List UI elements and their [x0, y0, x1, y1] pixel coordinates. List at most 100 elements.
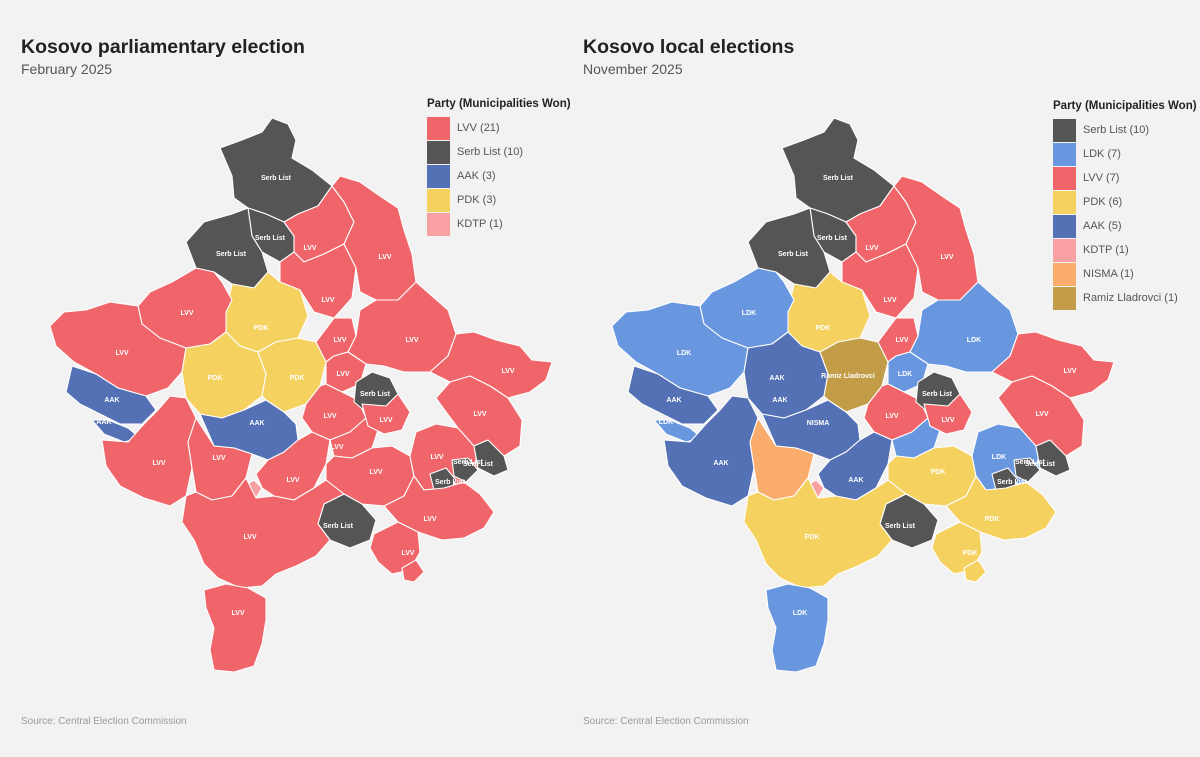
municipality-label: LDK: [742, 310, 756, 317]
legend-item: KDTP (1): [1053, 238, 1197, 262]
municipality-label: LVV: [286, 477, 299, 484]
municipality-label: Serb List: [216, 251, 247, 258]
municipality-label: LVV: [1063, 368, 1076, 375]
municipality-label: AAK: [666, 397, 681, 404]
municipality-prishtine: [347, 281, 457, 373]
municipality-label: LVV: [430, 454, 443, 461]
legend-label: KDTP (1): [457, 218, 503, 230]
source-note: Source: Central Election Commission: [21, 716, 187, 727]
legend-item: PDK (6): [1053, 190, 1197, 214]
municipality-label: PDK: [254, 325, 269, 332]
municipality-label: LVV: [379, 417, 392, 424]
municipality-ranilug: [473, 439, 509, 477]
municipality-label: LVV: [378, 254, 391, 261]
legend-swatch: [427, 116, 450, 140]
municipality-label: LDK: [992, 454, 1006, 461]
municipality-label: Serb List: [1015, 459, 1046, 466]
municipality-label: LVV: [231, 610, 244, 617]
map-legend: Party (Municipalities Won) LVV (21) Serb …: [427, 98, 571, 236]
local-elections-panel: Kosovo local elections November 2025 Ser…: [562, 0, 1200, 757]
municipality-label: LVV: [303, 245, 316, 252]
legend-item: LDK (7): [1053, 142, 1197, 166]
legend-swatch: [1053, 190, 1076, 214]
municipality-label: Serb List: [255, 235, 286, 242]
legend-swatch: [1053, 238, 1076, 262]
municipality-label: LDK: [677, 350, 691, 357]
parliamentary-election-panel: Kosovo parliamentary election February 2…: [0, 0, 590, 757]
municipality-viti: [945, 475, 1057, 541]
municipality-decan: [65, 365, 157, 425]
municipality-label: AAK: [104, 397, 119, 404]
legend-swatch: [427, 164, 450, 188]
municipality-label: LVV: [885, 413, 898, 420]
legend-label: LVV (21): [457, 122, 500, 134]
legend-label: LDK (7): [1083, 148, 1121, 160]
municipality-label: LVV: [330, 444, 343, 451]
municipality-label: LVV: [115, 350, 128, 357]
municipality-gllogoc-south: [923, 393, 973, 435]
municipality-label: AAK: [713, 460, 728, 467]
municipality-hani-elezit: [963, 559, 987, 583]
legend-label: Serb List (10): [1083, 124, 1150, 136]
municipality-label: LDK: [898, 371, 912, 378]
panel-title: Kosovo parliamentary election: [21, 36, 305, 58]
municipality-label: AAK: [249, 420, 264, 427]
municipality-partesh: [451, 457, 479, 483]
municipality-partesh: [1013, 457, 1041, 483]
municipality-label: Serb List: [463, 461, 494, 468]
municipality-label: Serb List: [817, 235, 848, 242]
municipality-label: Serb List: [922, 391, 953, 398]
municipality-label: LVV: [883, 297, 896, 304]
legend-swatch: [1053, 214, 1076, 238]
kosovo-map: Serb List Serb List Serb List LVV LVV LVV PDK L…: [611, 117, 1115, 673]
legend-item: LVV (21): [427, 116, 571, 140]
legend-label: NISMA (1): [1083, 268, 1134, 280]
source-note: Source: Central Election Commission: [583, 716, 749, 727]
municipality-prizren: [181, 477, 345, 589]
municipality-label: LVV: [401, 550, 414, 557]
legend-label: AAK (5): [1083, 220, 1122, 232]
legend-title: Party (Municipalities Won): [1053, 100, 1197, 112]
legend-item: AAK (3): [427, 164, 571, 188]
municipality-label: LVV: [941, 417, 954, 424]
municipality-label: LVV: [243, 534, 256, 541]
legend-swatch: [1053, 166, 1076, 190]
legend-label: LVV (7): [1083, 172, 1120, 184]
legend-label: Serb List (10): [457, 146, 524, 158]
municipality-ranilug: [1035, 439, 1071, 477]
municipality-label: LDK: [793, 610, 807, 617]
municipality-label: LVV: [369, 469, 382, 476]
map-legend: Party (Municipalities Won) Serb List (10…: [1053, 100, 1197, 310]
municipality-label: LVV: [405, 337, 418, 344]
municipality-label: Serb List: [997, 479, 1028, 486]
municipality-label: LDK: [967, 337, 981, 344]
municipality-label: Serb List: [323, 523, 354, 530]
legend-item: NISMA (1): [1053, 262, 1197, 286]
municipality-label: PDK: [985, 516, 1000, 523]
legend-label: AAK (3): [457, 170, 496, 182]
municipality-label: LVV: [940, 254, 953, 261]
legend-swatch: [427, 140, 450, 164]
municipality-label: LVV: [321, 297, 334, 304]
legend-item: KDTP (1): [427, 212, 571, 236]
legend-item: PDK (3): [427, 188, 571, 212]
municipality-viti: [383, 475, 495, 541]
municipality-label: Serb List: [453, 459, 484, 466]
municipality-decan: [627, 365, 719, 425]
legend-title: Party (Municipalities Won): [427, 98, 571, 110]
municipality-dragash: [203, 583, 267, 673]
municipality-label: PDK: [208, 375, 223, 382]
municipality-label: Serb List: [823, 175, 854, 182]
municipality-label: Serb List: [778, 251, 809, 258]
municipality-label: LVV: [1035, 411, 1048, 418]
legend-item: AAK (5): [1053, 214, 1197, 238]
legend-label: KDTP (1): [1083, 244, 1129, 256]
legend-label: PDK (6): [1083, 196, 1123, 208]
panel-title: Kosovo local elections: [583, 36, 795, 58]
municipality-label: Serb List: [885, 523, 916, 530]
municipality-label: NISMA: [807, 420, 830, 427]
municipality-label: PDK: [290, 375, 305, 382]
municipality-label: LVV: [333, 337, 346, 344]
